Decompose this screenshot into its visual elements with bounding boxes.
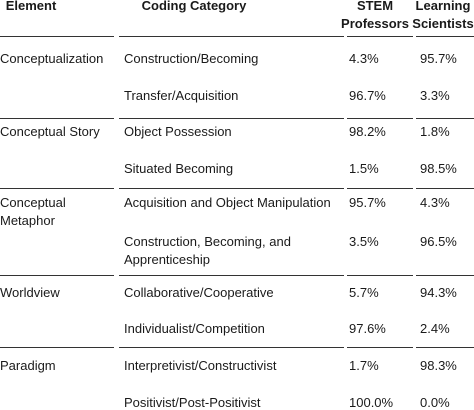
percentage: 96.5% (420, 234, 457, 249)
percentage: 96.7% (349, 88, 386, 103)
coding-category: Acquisition and Object Manipulation (124, 195, 331, 210)
element-label: Conceptual Story (0, 124, 100, 139)
percentage: 100.0% (349, 395, 394, 410)
percentage: 98.3% (420, 358, 457, 373)
row-rule (416, 188, 474, 189)
row-rule (416, 347, 474, 348)
percentage: 2.4% (420, 321, 450, 336)
percentage: 98.5% (420, 161, 457, 176)
coding-category: Positivist/Post-Positivist (124, 395, 261, 410)
element-label: Conceptualization (0, 51, 104, 66)
column-header: Element (5, 0, 57, 13)
row-rule (119, 188, 344, 189)
row-rule (347, 275, 413, 276)
element-label: Conceptual Metaphor (0, 195, 66, 228)
percentage: 3.3% (420, 88, 450, 103)
column-header: Learning Scientists (412, 0, 474, 31)
percentage: 0.0% (420, 395, 450, 410)
column-header: Coding Category (141, 0, 247, 13)
coding-category: Situated Becoming (124, 161, 234, 176)
row-rule (0, 188, 114, 189)
row-rule (347, 118, 413, 119)
row-rule (416, 275, 474, 276)
row-rule (0, 347, 114, 348)
coding-category: Interpretivist/Constructivist (124, 358, 277, 373)
row-rule (416, 36, 474, 37)
percentage: 4.3% (420, 195, 450, 210)
row-rule (347, 36, 413, 37)
row-rule (119, 275, 344, 276)
percentage: 1.5% (349, 161, 379, 176)
percentage: 1.7% (349, 358, 379, 373)
coding-category: Construction/Becoming (124, 51, 259, 66)
percentage: 97.6% (349, 321, 386, 336)
element-label: Paradigm (0, 358, 56, 373)
coding-category: Collaborative/Cooperative (124, 285, 274, 300)
percentage: 1.8% (420, 124, 450, 139)
row-rule (0, 118, 114, 119)
coding-category: Construction, Becoming, and Apprenticesh… (124, 234, 291, 267)
coding-category: Object Possession (124, 124, 232, 139)
coding-category: Individualist/Competition (124, 321, 265, 336)
row-rule (0, 36, 114, 37)
row-rule (119, 118, 344, 119)
row-rule (119, 347, 344, 348)
percentage: 95.7% (420, 51, 457, 66)
row-rule (347, 188, 413, 189)
percentage: 4.3% (349, 51, 379, 66)
percentage: 98.2% (349, 124, 386, 139)
element-label: Worldview (0, 285, 60, 300)
percentage: 94.3% (420, 285, 457, 300)
percentage: 3.5% (349, 234, 379, 249)
row-rule (0, 275, 114, 276)
row-rule (119, 36, 344, 37)
column-header: STEM Professors (341, 0, 409, 31)
row-rule (416, 118, 474, 119)
percentage: 95.7% (349, 195, 386, 210)
percentage: 5.7% (349, 285, 379, 300)
coding-category: Transfer/Acquisition (124, 88, 239, 103)
row-rule (347, 347, 413, 348)
